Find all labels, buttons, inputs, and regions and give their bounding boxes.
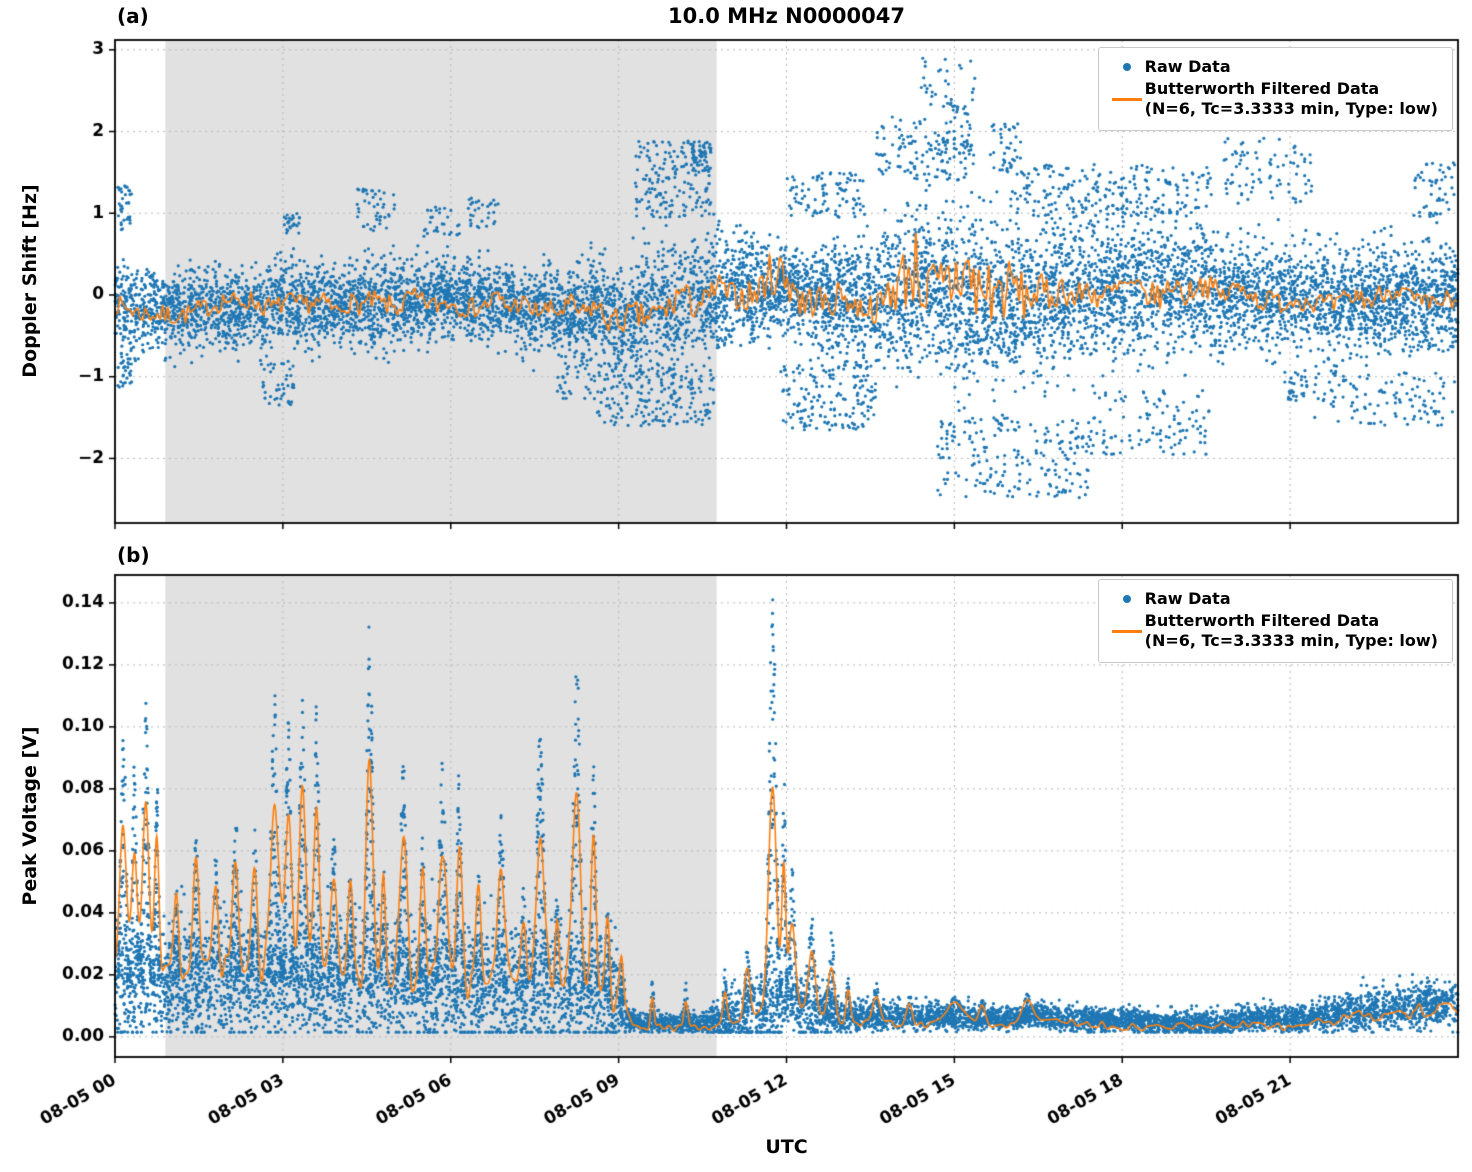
raw-data-dot-icon xyxy=(1109,595,1145,603)
legend-panel-a: Raw Data Butterworth Filtered Data (N=6,… xyxy=(1097,47,1453,131)
legend-raw-label: Raw Data xyxy=(1144,57,1231,76)
figure-title: 10.0 MHz N0000047 xyxy=(668,4,905,28)
legend-raw-label: Raw Data xyxy=(1144,589,1231,608)
legend-item-filtered: Butterworth Filtered Data (N=6, Tc=3.333… xyxy=(1109,79,1438,119)
legend-filtered-line2: (N=6, Tc=3.3333 min, Type: low) xyxy=(1144,99,1438,118)
legend-filtered-line2: (N=6, Tc=3.3333 min, Type: low) xyxy=(1144,631,1438,650)
legend-filtered-label: Butterworth Filtered Data (N=6, Tc=3.333… xyxy=(1145,611,1438,651)
y-axis-label-voltage: Peak Voltage [V] xyxy=(19,726,41,906)
filtered-line-icon xyxy=(1109,629,1145,633)
x-axis-label: UTC xyxy=(765,1136,808,1158)
panel-a-label: (a) xyxy=(117,4,149,28)
legend-item-filtered: Butterworth Filtered Data (N=6, Tc=3.333… xyxy=(1109,611,1438,651)
legend-filtered-label: Butterworth Filtered Data (N=6, Tc=3.333… xyxy=(1145,79,1438,119)
legend-filtered-line1: Butterworth Filtered Data xyxy=(1144,611,1380,630)
y-axis-label-doppler: Doppler Shift [Hz] xyxy=(19,184,41,378)
filtered-line-icon xyxy=(1109,97,1145,101)
raw-data-dot-icon xyxy=(1109,63,1145,71)
legend-panel-b: Raw Data Butterworth Filtered Data (N=6,… xyxy=(1097,579,1453,663)
legend-filtered-line1: Butterworth Filtered Data xyxy=(1144,79,1380,98)
legend-item-raw: Raw Data xyxy=(1109,589,1438,609)
legend-item-raw: Raw Data xyxy=(1109,57,1438,77)
panel-b-label: (b) xyxy=(117,543,150,567)
